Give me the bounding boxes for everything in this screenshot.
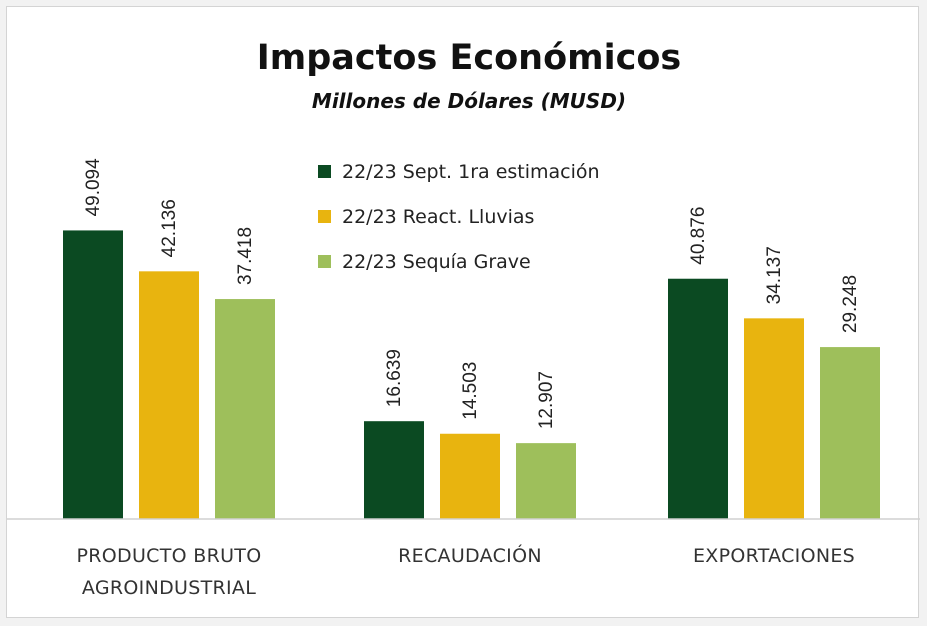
category-labels-group: PRODUCTO BRUTO AGROINDUSTRIAL RECAUDACIÓN E… bbox=[77, 543, 855, 599]
bar-1-1 bbox=[63, 230, 123, 519]
legend-swatch-1 bbox=[318, 165, 331, 178]
legend-swatch-3 bbox=[318, 255, 331, 268]
value-label-1-1: 49.094 bbox=[83, 158, 104, 217]
value-label-3-1: 40.876 bbox=[688, 207, 709, 265]
category-label-3: EXPORTACIONES bbox=[693, 545, 855, 567]
bar-1-3 bbox=[215, 299, 275, 519]
chart-frame: Impactos Económicos Millones de Dólares … bbox=[6, 6, 920, 618]
category-label-1-line-1: PRODUCTO BRUTO bbox=[77, 545, 262, 567]
value-label-2-1: 16.639 bbox=[384, 349, 405, 407]
bar-3-3 bbox=[820, 347, 880, 519]
category-label-1-line-2: AGROINDUSTRIAL bbox=[82, 577, 256, 599]
value-label-2-3: 12.907 bbox=[536, 371, 557, 429]
bar-1-2 bbox=[139, 271, 199, 519]
value-label-1-2: 42.136 bbox=[159, 199, 180, 257]
chart-subtitle: Millones de Dólares (MUSD) bbox=[312, 89, 626, 113]
bars-group bbox=[63, 230, 880, 519]
legend-label-3: 22/23 Sequía Grave bbox=[342, 251, 531, 273]
value-label-2-2: 14.503 bbox=[460, 362, 481, 420]
value-label-1-3: 37.418 bbox=[235, 227, 256, 285]
legend-swatch-2 bbox=[318, 210, 331, 223]
chart-title: Impactos Económicos bbox=[257, 38, 681, 78]
bar-2-1 bbox=[364, 421, 424, 519]
value-label-3-2: 34.137 bbox=[764, 246, 785, 304]
value-labels-group: 49.094 42.136 37.418 16.639 14.503 12.907 40.8… bbox=[83, 158, 861, 429]
bar-chart: Impactos Económicos Millones de Dólares … bbox=[7, 38, 920, 599]
bar-3-1 bbox=[668, 278, 728, 519]
legend: 22/23 Sept. 1ra estimación 22/23 React. L… bbox=[318, 161, 600, 273]
legend-label-1: 22/23 Sept. 1ra estimación bbox=[342, 161, 600, 183]
category-label-2: RECAUDACIÓN bbox=[398, 543, 542, 567]
legend-label-2: 22/23 React. Lluvias bbox=[342, 206, 534, 228]
bar-2-2 bbox=[440, 433, 500, 519]
bar-2-3 bbox=[516, 443, 576, 519]
bar-3-2 bbox=[744, 318, 804, 519]
value-label-3-3: 29.248 bbox=[840, 275, 861, 333]
